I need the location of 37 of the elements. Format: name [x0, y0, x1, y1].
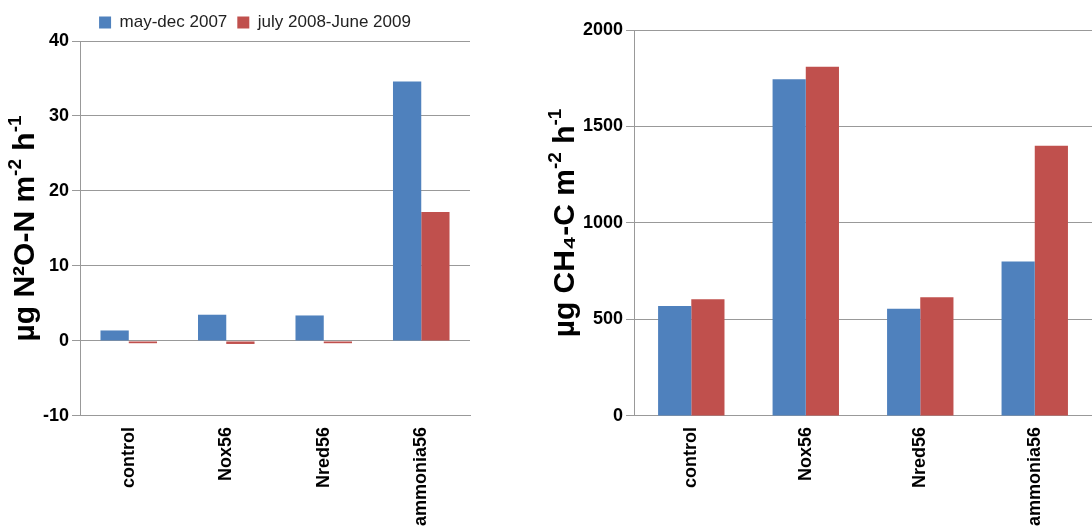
y-tick-label: 1000 — [583, 211, 624, 232]
x-tick-label: Nox56 — [794, 426, 815, 481]
y-tick-label: 2000 — [583, 18, 624, 39]
y-tick-label: 30 — [48, 104, 70, 125]
y-tick-label: -10 — [43, 404, 70, 425]
y-tick-label: 0 — [59, 329, 70, 350]
bar — [1001, 261, 1035, 416]
bar — [1034, 145, 1068, 416]
y-tick-label: 40 — [48, 29, 70, 50]
bar — [805, 66, 839, 416]
bar — [772, 79, 806, 416]
x-tick-label: Nred56 — [312, 426, 333, 488]
x-tick-label: ammonia56 — [1023, 426, 1044, 526]
x-tick-label: control — [117, 426, 138, 488]
y-tick-label: 20 — [48, 179, 70, 200]
x-tick-label: Nox56 — [215, 426, 236, 481]
bar — [392, 81, 422, 341]
bar — [691, 299, 725, 416]
legend-label: july 2008-June 2009 — [256, 12, 411, 32]
bar — [887, 308, 921, 416]
bar — [295, 315, 324, 341]
y-tick-label: 10 — [48, 254, 70, 275]
bar — [658, 305, 692, 416]
legend-label: may-dec 2007 — [119, 12, 228, 32]
x-tick-label: ammonia56 — [410, 426, 431, 526]
bar — [197, 314, 227, 341]
bar — [920, 297, 954, 416]
bar — [421, 211, 450, 341]
y-tick-label: 0 — [613, 404, 624, 425]
bar — [100, 330, 129, 341]
x-tick-label: Nred56 — [909, 426, 930, 488]
bar — [226, 341, 255, 344]
y-axis-title: µg CH₄-C m-2 h-1 — [544, 108, 581, 338]
y-axis-title: µg N²O-N m-2 h-1 — [4, 115, 41, 342]
x-tick-label: control — [680, 426, 701, 488]
y-tick-label: 1500 — [583, 115, 624, 136]
y-tick-label: 500 — [593, 308, 624, 329]
